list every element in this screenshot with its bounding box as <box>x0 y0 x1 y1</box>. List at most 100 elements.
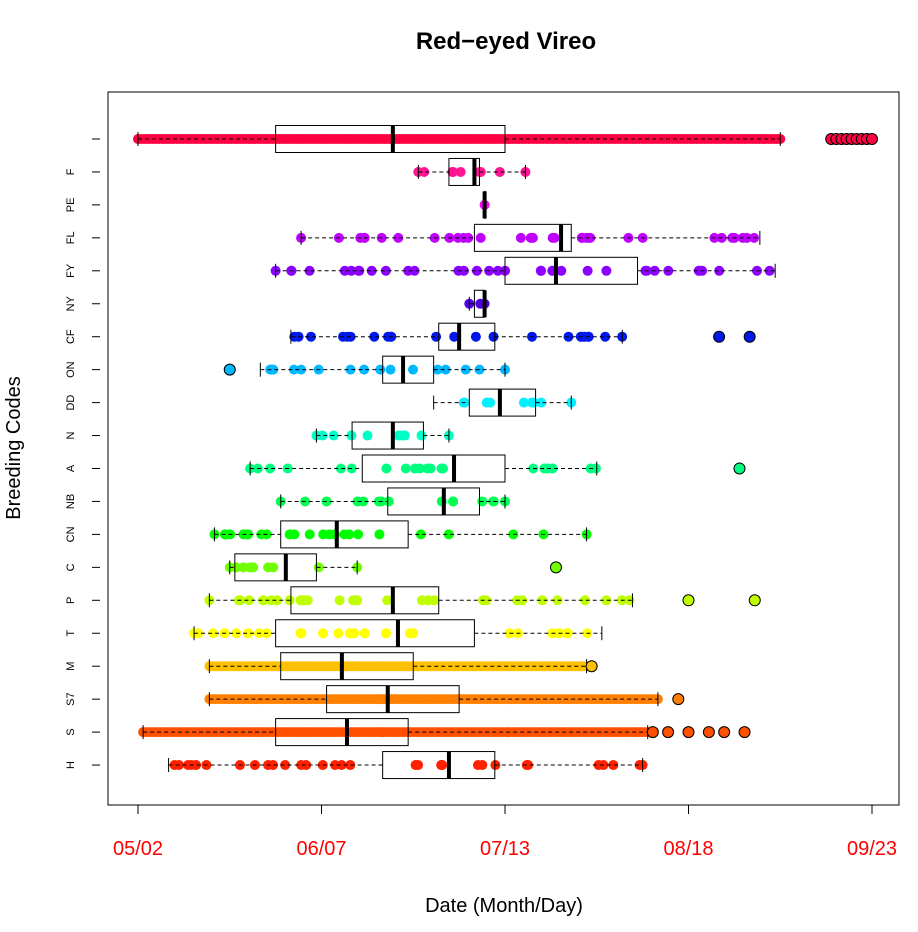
y-tick-label: CF <box>65 329 77 344</box>
y-tick-label: F <box>65 168 77 175</box>
data-point <box>362 430 373 441</box>
data-point <box>525 232 536 243</box>
outlier-point <box>585 660 598 673</box>
box <box>387 487 481 516</box>
box <box>275 619 475 648</box>
outlier-point <box>682 594 695 607</box>
data-point <box>552 595 563 606</box>
y-tick-label: P <box>65 597 77 604</box>
category-CF <box>289 322 756 351</box>
data-point <box>339 529 350 540</box>
data-point <box>593 760 604 771</box>
category-blank <box>133 125 878 153</box>
data-point <box>359 364 370 375</box>
category-N <box>311 421 454 450</box>
data-point <box>336 760 347 771</box>
data-point <box>409 463 420 474</box>
data-point <box>263 562 274 573</box>
category-T <box>189 619 603 648</box>
data-point <box>458 265 469 276</box>
data-point <box>494 166 505 177</box>
outlier-point <box>866 133 878 145</box>
data-point <box>318 628 328 639</box>
data-point <box>432 364 443 375</box>
data-point <box>419 166 430 177</box>
data-point <box>295 628 306 639</box>
y-tick-label: NY <box>65 295 77 311</box>
outlier-point <box>223 363 236 376</box>
x-tick-label: 07/13 <box>480 838 530 860</box>
data-point <box>265 463 276 474</box>
data-point <box>353 529 364 540</box>
data-point <box>518 397 529 408</box>
data-point <box>601 265 612 276</box>
data-point <box>408 364 418 375</box>
data-point <box>345 760 356 771</box>
data-point <box>582 265 593 276</box>
data-point <box>608 760 619 771</box>
box <box>361 454 506 483</box>
data-point <box>471 265 482 276</box>
data-point <box>764 265 775 276</box>
data-point <box>346 265 357 276</box>
data-point <box>244 595 255 606</box>
y-tick-label: ON <box>65 361 77 378</box>
data-point <box>447 166 458 177</box>
y-tick-label: T <box>65 630 77 637</box>
data-point <box>381 463 392 474</box>
category-NB <box>275 487 510 516</box>
chart-title: Red−eyed Vireo <box>416 28 596 55</box>
category-FL <box>296 223 761 252</box>
category-FY <box>270 256 776 285</box>
box <box>234 553 317 582</box>
data-point <box>298 595 309 606</box>
data-point <box>492 265 503 276</box>
data-point <box>272 595 283 606</box>
y-tick-label: S7 <box>65 692 77 705</box>
data-point <box>393 430 404 441</box>
data-point <box>590 463 601 474</box>
data-point <box>600 331 611 342</box>
data-point <box>436 760 447 771</box>
data-point <box>404 628 415 639</box>
data-point <box>477 760 488 771</box>
y-tick-label: FY <box>65 263 77 278</box>
data-point <box>296 364 307 375</box>
outlier-point <box>733 462 746 475</box>
data-point <box>374 529 385 540</box>
outlier-point <box>718 726 731 739</box>
data-point <box>359 628 370 639</box>
box <box>290 586 440 615</box>
box <box>473 223 572 252</box>
data-point <box>443 529 454 540</box>
data-point <box>306 331 316 342</box>
data-point <box>383 496 394 507</box>
box <box>438 322 496 351</box>
y-axis-label: Breeding Codes <box>3 376 25 519</box>
data-point <box>460 364 471 375</box>
x-tick-label: 09/23 <box>847 838 897 860</box>
category-F <box>413 157 531 186</box>
data-point <box>415 529 426 540</box>
data-point <box>694 265 705 276</box>
y-axis: F PE FL FY NY CF ON DD N A NB CN C P T M S7 S H <box>65 138 100 769</box>
data-point <box>352 496 363 507</box>
y-tick-label: CN <box>65 526 77 542</box>
box <box>280 652 414 681</box>
data-point <box>393 232 404 243</box>
data-point <box>350 595 361 606</box>
data-point <box>344 628 355 639</box>
box <box>382 751 496 780</box>
data-point <box>470 331 481 342</box>
data-point <box>280 760 291 771</box>
data-point <box>288 364 299 375</box>
y-tick-label: DD <box>65 395 77 411</box>
box <box>275 718 409 747</box>
data-point <box>536 397 547 408</box>
category-C <box>224 553 562 582</box>
data-point <box>488 496 499 507</box>
data-point <box>248 562 259 573</box>
outlier-point <box>738 726 751 739</box>
